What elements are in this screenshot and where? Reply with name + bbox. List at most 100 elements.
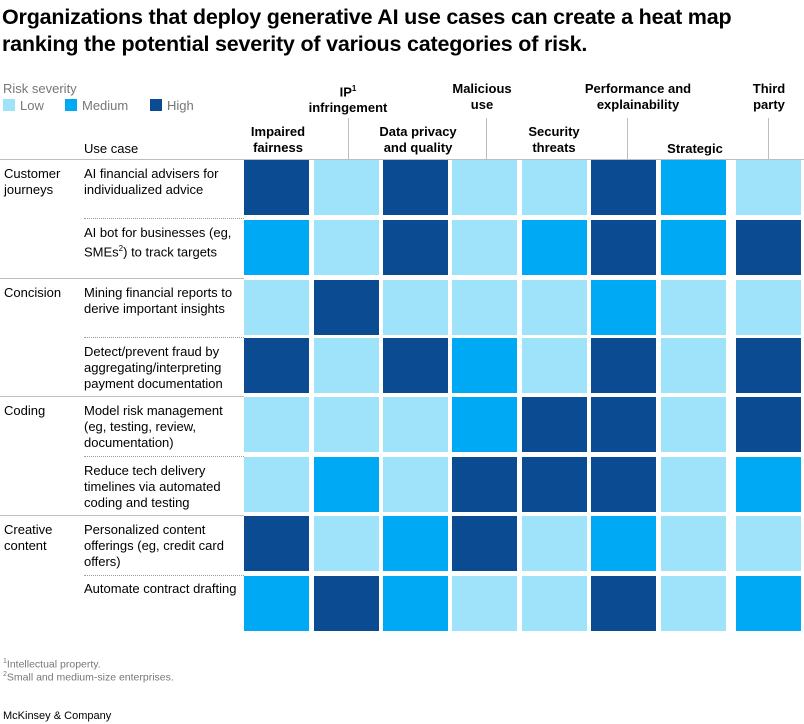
use-case-header: Use case [84, 141, 139, 156]
column-divider [348, 118, 349, 160]
row-label-ai-bot: AI bot for businesses (eg, SMEs2) to tra… [84, 225, 242, 260]
heatmap-cell [383, 160, 448, 215]
row-separator [84, 337, 244, 338]
heatmap-cell [736, 397, 801, 452]
column-header-malicious-use: Malicious use [452, 81, 512, 112]
row-label-detect-fraud: Detect/prevent fraud by aggregating/inte… [84, 344, 223, 391]
category-coding: Coding [4, 403, 46, 418]
category-concision: Concision [4, 285, 62, 300]
row-label-reduce-tech: Reduce tech delivery timelines via autom… [84, 463, 221, 510]
heatmap-cell [452, 220, 517, 275]
column-divider [627, 118, 628, 160]
legend-label-high: High [167, 97, 194, 113]
source-brand: McKinsey & Company [3, 710, 112, 722]
heatmap-cell [736, 220, 801, 275]
heatmap-cell [661, 280, 726, 335]
heatmap-cell [591, 338, 656, 393]
column-header-strategic: Strategic [667, 141, 723, 156]
legend-label-medium: Medium [82, 97, 129, 113]
heatmap-cell [383, 338, 448, 393]
heatmap-cell [591, 516, 656, 571]
heatmap-cell [452, 160, 517, 215]
column-header-ip-infringement: IP1 infringement [296, 81, 400, 116]
heatmap-cell [522, 280, 587, 335]
heatmap-cell [383, 397, 448, 452]
row-label-model-risk: Model risk management (eg, testing, revi… [84, 403, 223, 450]
heatmap-cell [452, 516, 517, 571]
heatmap-cell [452, 338, 517, 393]
row-label-personalized-content: Personalized content offerings (eg, cred… [84, 522, 224, 569]
heatmap-cell [314, 397, 379, 452]
heatmap-cell [736, 280, 801, 335]
heatmap-cell [314, 160, 379, 215]
footnote-1: 1Intellectual property. [3, 655, 101, 672]
heatmap-cell [736, 338, 801, 393]
heatmap-cell [522, 516, 587, 571]
heatmap-cell [591, 280, 656, 335]
heatmap-cell [452, 576, 517, 631]
heatmap-cell [661, 576, 726, 631]
heatmap-cell [383, 516, 448, 571]
heatmap-cell [522, 576, 587, 631]
heatmap-cell [661, 160, 726, 215]
heatmap-cell [244, 457, 309, 512]
heatmap-cell [522, 160, 587, 215]
heatmap-cell [452, 457, 517, 512]
heatmap-cell [661, 516, 726, 571]
heatmap-cell [383, 576, 448, 631]
group-separator [0, 515, 244, 516]
footnote-2-sup: 2 [3, 671, 7, 678]
heatmap-cell [314, 516, 379, 571]
column-header-third-party: Third party [752, 81, 786, 112]
heatmap-cell [591, 220, 656, 275]
heatmap-cell [244, 160, 309, 215]
heatmap-cell [383, 280, 448, 335]
heatmap-cell [522, 457, 587, 512]
heatmap-cell [314, 280, 379, 335]
column-header-security-threats: Security threats [528, 124, 580, 155]
heatmap-cell [244, 397, 309, 452]
heatmap-cell [736, 516, 801, 571]
chart-title: Organizations that deploy generative AI … [2, 5, 732, 56]
heatmap-cell [452, 397, 517, 452]
heatmap-cell [591, 576, 656, 631]
row-label-ai-bot-sup: 2 [118, 244, 124, 253]
heatmap-cell [661, 397, 726, 452]
column-header-ip: IP [339, 84, 352, 100]
column-header-ip-sup: 1 [351, 84, 357, 93]
row-separator [84, 456, 244, 457]
heatmap-cell [522, 397, 587, 452]
heatmap-cell [314, 220, 379, 275]
heatmap-cell [522, 220, 587, 275]
row-separator [84, 575, 244, 576]
heatmap-cell [591, 457, 656, 512]
heatmap-cell [661, 220, 726, 275]
row-label-ai-financial-advisers: AI financial advisers for individualized… [84, 166, 219, 197]
category-creative-content: Creative content [4, 522, 53, 553]
row-label-contract-drafting: Automate contract drafting [84, 581, 237, 596]
footnote-2-text: Small and medium-size enterprises. [6, 671, 174, 684]
category-customer-journeys: Customer journeys [4, 166, 61, 197]
footnote-1-sup: 1 [3, 658, 7, 665]
heatmap-cell [591, 160, 656, 215]
header-separator [0, 159, 804, 160]
group-separator [0, 278, 244, 279]
row-separator [84, 218, 244, 219]
legend-title: Risk severity [3, 81, 77, 96]
heatmap-cell [244, 576, 309, 631]
group-separator [0, 396, 244, 397]
heatmap-cell [736, 457, 801, 512]
footnote-1-text: Intellectual property. [6, 658, 101, 671]
row-label-ai-bot-pre: AI bot for businesses (eg, SMEs [84, 225, 232, 260]
legend-swatch-medium [65, 99, 77, 111]
column-header-performance: Performance and explainability [584, 81, 692, 112]
legend-swatch-high [150, 99, 162, 111]
heatmap-cell [736, 160, 801, 215]
heatmap-cell [661, 457, 726, 512]
heatmap-cell [314, 457, 379, 512]
heatmap-cell [661, 338, 726, 393]
legend-item-low: Low [3, 97, 44, 113]
heatmap-cell [736, 576, 801, 631]
heatmap-cell [383, 457, 448, 512]
legend-item-medium: Medium [65, 97, 128, 113]
